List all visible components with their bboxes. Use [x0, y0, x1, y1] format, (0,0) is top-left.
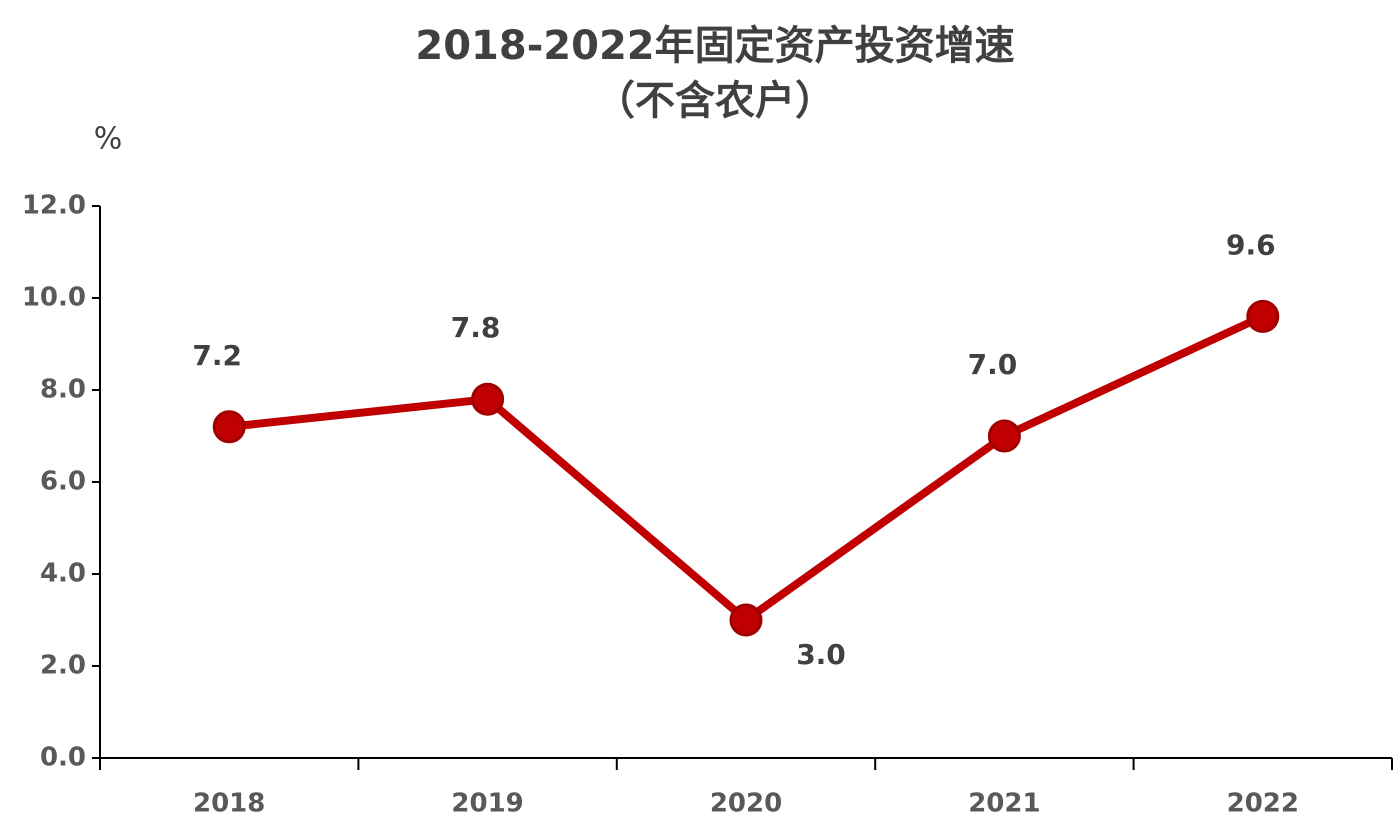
marker [212, 410, 246, 444]
y-axis-label: % [94, 122, 123, 157]
y-tick-label: 12.0 [22, 191, 86, 221]
data-label: 9.6 [1226, 228, 1276, 261]
chart-subtitle: （不含农户） [595, 78, 835, 124]
data-label: 3.0 [796, 638, 846, 671]
y-tick-label: 8.0 [40, 375, 86, 405]
x-tick-label: 2020 [710, 789, 782, 819]
data-label: 7.8 [451, 311, 501, 344]
marker [1246, 299, 1280, 333]
data-label: 7.2 [192, 339, 242, 372]
x-tick-label: 2018 [193, 789, 265, 819]
y-tick-label: 10.0 [22, 283, 86, 313]
marker [987, 419, 1021, 453]
data-label: 7.0 [968, 348, 1018, 381]
chart-title: 2018-2022年固定资产投资增速 [415, 23, 1014, 69]
x-tick-label: 2022 [1227, 789, 1299, 819]
x-tick-label: 2019 [451, 789, 523, 819]
marker [471, 382, 505, 416]
line [228, 312, 1265, 624]
marker [729, 603, 763, 637]
y-tick-label: 0.0 [40, 743, 86, 773]
x-tick-label: 2021 [968, 789, 1040, 819]
y-tick-label: 6.0 [40, 467, 86, 497]
y-tick-label: 4.0 [40, 559, 86, 589]
y-tick-label: 2.0 [40, 651, 86, 681]
